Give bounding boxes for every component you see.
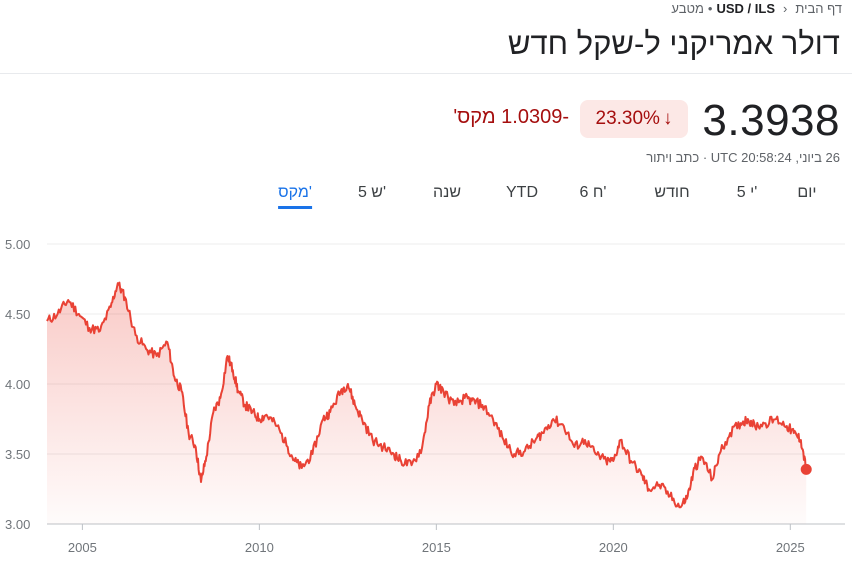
tab-max[interactable]: מקס' (278, 184, 312, 209)
absolute-change: -1.0309 מקס' (453, 106, 569, 128)
arrow-down-icon: ↓ (662, 108, 673, 129)
percent-change-badge: 23.30% ↓ (580, 100, 688, 138)
y-tick-label: 4.50 (5, 307, 30, 322)
x-tick-label: 2005 (68, 540, 97, 555)
percent-change-value: 23.30% (595, 108, 660, 129)
x-tick-label: 2010 (245, 540, 274, 555)
breadcrumb-category: מטבע (671, 0, 704, 16)
current-price: 3.3938 (702, 96, 840, 145)
tab-month[interactable]: חודש (654, 184, 690, 201)
chart-series-line (46, 281, 807, 509)
x-tick-label: 2025 (776, 540, 805, 555)
x-axis: 2005 2010 2015 2020 2025 (68, 524, 805, 555)
y-tick-label: 3.50 (5, 447, 30, 462)
tab-year[interactable]: שנה (432, 184, 462, 201)
breadcrumb-separator: • (707, 0, 713, 16)
breadcrumb: דף הבית ‹ USD / ILS • מטבע (671, 0, 842, 16)
tab-day[interactable]: יום (797, 184, 817, 201)
price-chart[interactable]: 5.00 4.50 4.00 3.50 3.00 2005 2010 2015 2020 202… (0, 222, 852, 572)
chart-current-point (800, 463, 812, 475)
divider (0, 73, 852, 74)
y-tick-label: 3.00 (5, 517, 30, 532)
breadcrumb-home-link[interactable]: דף הבית (795, 0, 842, 16)
tab-5-days[interactable]: 5 י' (736, 184, 758, 201)
tab-6-months[interactable]: 6 ח' (579, 184, 607, 201)
y-tick-label: 4.00 (5, 377, 30, 392)
chart-area-fill (47, 282, 807, 524)
tab-ytd[interactable]: YTD (506, 184, 538, 201)
x-tick-label: 2015 (422, 540, 451, 555)
timestamp: 26 ביוני, UTC 20:58:24 · כתב ויתור (646, 150, 840, 165)
breadcrumb-pair[interactable]: USD / ILS (716, 0, 775, 16)
x-tick-label: 2020 (599, 540, 628, 555)
chevron-left-icon: ‹ (783, 0, 788, 16)
page-title: דולר אמריקני ל-שקל חדש (507, 26, 840, 61)
y-axis: 5.00 4.50 4.00 3.50 3.00 (5, 237, 30, 532)
y-tick-label: 5.00 (5, 237, 30, 252)
range-tabs: יום 5 י' חודש 6 ח' YTD שנה 5 ש' מקס' (0, 178, 852, 214)
tab-5-years[interactable]: 5 ש' (357, 184, 387, 201)
